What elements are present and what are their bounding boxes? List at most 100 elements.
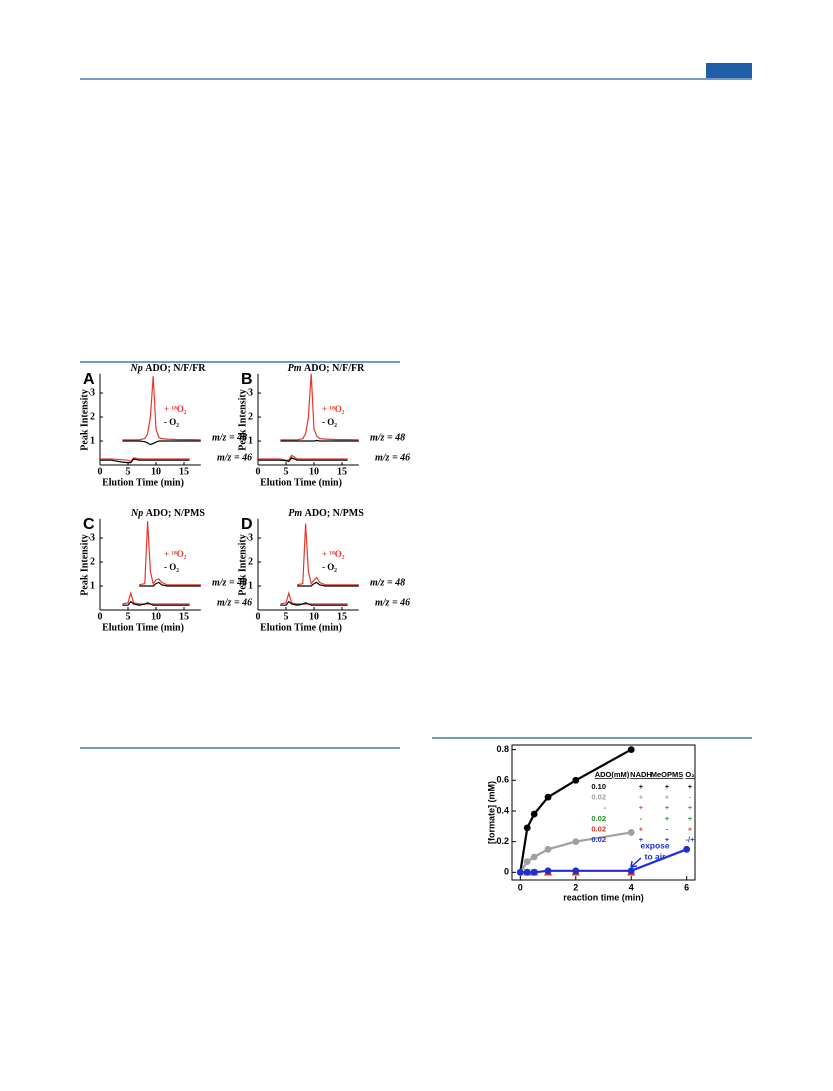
condition: ADO; N/PMS xyxy=(305,508,365,519)
legend-header: MeOPMS xyxy=(651,770,684,779)
legend-entry: - O₂ xyxy=(322,562,337,572)
panel-title: Pm ADO; N/PMS xyxy=(288,508,364,519)
trace xyxy=(122,376,201,441)
series-line xyxy=(519,748,632,873)
trace xyxy=(122,440,201,446)
y-axis-label: Peak Intensity xyxy=(237,389,248,450)
legend-cell: + xyxy=(639,782,644,791)
y-axis-label: Peak Intensity xyxy=(237,534,248,595)
x-tick-label: 15 xyxy=(337,611,347,622)
species: Np xyxy=(129,363,142,374)
legend-entry: - O₂ xyxy=(164,417,179,427)
point xyxy=(523,824,531,832)
x-axis-label: Elution Time (min) xyxy=(102,477,184,488)
y-axis-label: Peak Intensity xyxy=(79,534,90,595)
y-tick-label: 2 xyxy=(248,556,253,567)
trace xyxy=(280,373,359,441)
point xyxy=(572,838,580,846)
panel-title: Np ADO; N/PMS xyxy=(130,508,205,519)
x-tick-label: 2 xyxy=(573,882,578,892)
y-axis-label: Peak Intensity xyxy=(79,389,90,450)
x-tick-label: 10 xyxy=(151,611,161,622)
species: Np xyxy=(130,508,143,519)
x-axis-label: Elution Time (min) xyxy=(102,622,184,633)
y-tick-label: 3 xyxy=(90,532,95,543)
legend-cell: 0.02 xyxy=(591,835,606,844)
legend-cell: 0.02 xyxy=(591,793,606,802)
x-tick-label: 5 xyxy=(284,466,289,477)
x-axis-label: Elution Time (min) xyxy=(260,622,342,633)
annotation: m/z = 48 xyxy=(370,577,405,588)
y-tick-label: 3 xyxy=(90,387,95,398)
point xyxy=(530,868,538,876)
y-tick-label: 0.8 xyxy=(496,744,509,754)
annotation: m/z = 46 xyxy=(217,452,252,463)
legend-cell: + xyxy=(688,824,693,833)
y-tick-label: 0.4 xyxy=(496,805,509,815)
trace xyxy=(280,600,348,606)
point xyxy=(683,845,691,853)
legend-cell: - xyxy=(640,814,643,823)
annotation: m/z = 48 xyxy=(370,432,405,443)
annotation: m/z = 46 xyxy=(375,452,410,463)
trace xyxy=(139,521,201,586)
legend-header: ADO(mM) xyxy=(595,770,630,779)
x-tick-label: 0 xyxy=(518,882,523,892)
annotation: m/z = 48 xyxy=(212,577,247,588)
point xyxy=(544,793,552,801)
annotation: m/z = 46 xyxy=(375,597,410,608)
y-tick-label: 0.2 xyxy=(496,836,509,846)
y-axis-label: [formate] (mM) xyxy=(486,781,496,844)
legend-header: O₂ xyxy=(685,770,694,779)
x-tick-label: 10 xyxy=(151,466,161,477)
y-tick-label: 1 xyxy=(90,435,95,446)
condition: ADO; N/F/FR xyxy=(304,363,365,374)
point xyxy=(544,867,552,875)
trace xyxy=(280,439,359,442)
y-tick-label: 1 xyxy=(90,580,95,591)
y-tick-label: 3 xyxy=(248,532,253,543)
point xyxy=(627,746,635,754)
trace xyxy=(258,457,348,463)
legend-cell: -/+ xyxy=(686,835,696,844)
annotation: to air xyxy=(645,851,666,861)
legend-cell: + xyxy=(688,803,693,812)
y-tick-label: 2 xyxy=(90,556,95,567)
header-tab xyxy=(706,63,752,78)
trace xyxy=(100,457,190,463)
annotation: expose xyxy=(640,840,670,850)
trace xyxy=(100,458,190,464)
y-tick-label: 1 xyxy=(248,580,253,591)
legend-cell: 0.10 xyxy=(591,782,606,791)
x-tick-label: 5 xyxy=(284,611,289,622)
point xyxy=(544,845,552,853)
y-tick-label: 3 xyxy=(248,387,253,398)
condition: ADO; N/F/FR xyxy=(145,363,206,374)
point xyxy=(516,868,524,876)
x-axis-label: reaction time (min) xyxy=(563,892,644,902)
x-tick-label: 15 xyxy=(179,466,189,477)
legend-entry: + ¹⁸O₂ xyxy=(164,549,187,559)
panel-letter: B xyxy=(241,371,253,388)
point xyxy=(572,776,580,784)
annotation-arrow xyxy=(630,857,642,868)
panel-title: Np ADO; N/F/FR xyxy=(129,363,206,374)
y-tick-label: 0.6 xyxy=(496,775,509,785)
x-tick-label: 0 xyxy=(256,611,261,622)
x-tick-label: 5 xyxy=(126,611,131,622)
legend-cell: + xyxy=(688,814,693,823)
x-tick-label: 0 xyxy=(256,466,261,477)
point xyxy=(530,853,538,861)
species: Pm xyxy=(288,363,302,374)
legend-cell: + xyxy=(688,782,693,791)
y-tick-label: 2 xyxy=(248,411,253,422)
y-tick-label: 0 xyxy=(504,867,509,877)
legend-cell: - xyxy=(666,824,669,833)
legend-cell: + xyxy=(639,824,644,833)
y-tick-label: 1 xyxy=(248,435,253,446)
legend-cell: - xyxy=(689,793,692,802)
panel-title: Pm ADO; N/F/FR xyxy=(288,363,365,374)
legend-cell: + xyxy=(665,803,670,812)
